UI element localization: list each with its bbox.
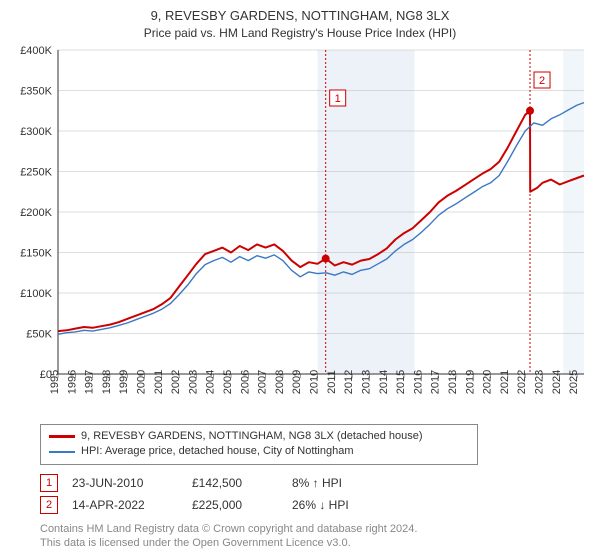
svg-text:2023: 2023 xyxy=(533,370,545,394)
svg-text:2016: 2016 xyxy=(412,370,424,394)
svg-text:1999: 1999 xyxy=(118,370,130,394)
svg-text:2025: 2025 xyxy=(568,370,580,394)
footer-line-2: This data is licensed under the Open Gov… xyxy=(40,536,417,550)
svg-text:2003: 2003 xyxy=(187,370,199,394)
svg-text:£50K: £50K xyxy=(26,329,52,341)
legend-swatch-2 xyxy=(49,451,75,453)
svg-text:2015: 2015 xyxy=(395,370,407,394)
chart-svg: £0£50K£100K£150K£200K£250K£300K£350K£400… xyxy=(10,44,590,414)
svg-text:2014: 2014 xyxy=(378,370,390,394)
svg-text:2020: 2020 xyxy=(482,370,494,394)
legend-label-1: 9, REVESBY GARDENS, NOTTINGHAM, NG8 3LX … xyxy=(81,429,423,444)
svg-text:1: 1 xyxy=(335,93,341,105)
svg-text:£250K: £250K xyxy=(20,167,52,179)
svg-text:2011: 2011 xyxy=(326,370,338,394)
footer-line-1: Contains HM Land Registry data © Crown c… xyxy=(40,522,417,536)
sale-diff-1: 8% ↑ HPI xyxy=(292,476,402,490)
legend-label-2: HPI: Average price, detached house, City… xyxy=(81,444,354,459)
svg-text:2010: 2010 xyxy=(309,370,321,394)
sale-diff-2: 26% ↓ HPI xyxy=(292,498,402,512)
chart-area: £0£50K£100K£150K£200K£250K£300K£350K£400… xyxy=(10,44,590,414)
sale-date-2: 14-APR-2022 xyxy=(72,498,192,512)
legend-row-1: 9, REVESBY GARDENS, NOTTINGHAM, NG8 3LX … xyxy=(49,429,469,444)
svg-text:1998: 1998 xyxy=(101,370,113,394)
legend-swatch-1 xyxy=(49,435,75,438)
svg-text:2007: 2007 xyxy=(257,370,269,394)
svg-text:£150K: £150K xyxy=(20,248,52,260)
svg-text:2: 2 xyxy=(539,75,545,87)
chart-subtitle: Price paid vs. HM Land Registry's House … xyxy=(0,23,600,40)
svg-text:2017: 2017 xyxy=(430,370,442,394)
svg-text:2018: 2018 xyxy=(447,370,459,394)
svg-text:2001: 2001 xyxy=(153,370,165,394)
sale-price-2: £225,000 xyxy=(192,498,292,512)
svg-text:2002: 2002 xyxy=(170,370,182,394)
svg-text:£300K: £300K xyxy=(20,126,52,138)
sale-marker-1: 1 xyxy=(40,474,58,492)
sale-price-1: £142,500 xyxy=(192,476,292,490)
sale-marker-2: 2 xyxy=(40,496,58,514)
svg-text:1996: 1996 xyxy=(66,370,78,394)
svg-text:2009: 2009 xyxy=(291,370,303,394)
svg-text:2024: 2024 xyxy=(551,370,563,394)
sale-date-1: 23-JUN-2010 xyxy=(72,476,192,490)
sales-table: 1 23-JUN-2010 £142,500 8% ↑ HPI 2 14-APR… xyxy=(40,470,402,514)
svg-text:2021: 2021 xyxy=(499,370,511,394)
svg-text:2004: 2004 xyxy=(205,370,217,394)
svg-text:£400K: £400K xyxy=(20,45,52,57)
legend-row-2: HPI: Average price, detached house, City… xyxy=(49,444,469,459)
svg-text:2013: 2013 xyxy=(360,370,372,394)
svg-text:2008: 2008 xyxy=(274,370,286,394)
svg-text:2005: 2005 xyxy=(222,370,234,394)
svg-text:2012: 2012 xyxy=(343,370,355,394)
svg-text:2006: 2006 xyxy=(239,370,251,394)
sale-row-1: 1 23-JUN-2010 £142,500 8% ↑ HPI xyxy=(40,474,402,492)
chart-container: 9, REVESBY GARDENS, NOTTINGHAM, NG8 3LX … xyxy=(0,0,600,560)
svg-text:£350K: £350K xyxy=(20,86,52,98)
svg-text:£100K: £100K xyxy=(20,288,52,300)
footer: Contains HM Land Registry data © Crown c… xyxy=(40,522,417,551)
svg-text:1995: 1995 xyxy=(49,370,61,394)
svg-text:2022: 2022 xyxy=(516,370,528,394)
svg-text:2000: 2000 xyxy=(136,370,148,394)
chart-title: 9, REVESBY GARDENS, NOTTINGHAM, NG8 3LX xyxy=(0,0,600,23)
sale-row-2: 2 14-APR-2022 £225,000 26% ↓ HPI xyxy=(40,496,402,514)
svg-text:£200K: £200K xyxy=(20,207,52,219)
svg-text:1997: 1997 xyxy=(84,370,96,394)
legend: 9, REVESBY GARDENS, NOTTINGHAM, NG8 3LX … xyxy=(40,424,478,465)
svg-text:2019: 2019 xyxy=(464,370,476,394)
